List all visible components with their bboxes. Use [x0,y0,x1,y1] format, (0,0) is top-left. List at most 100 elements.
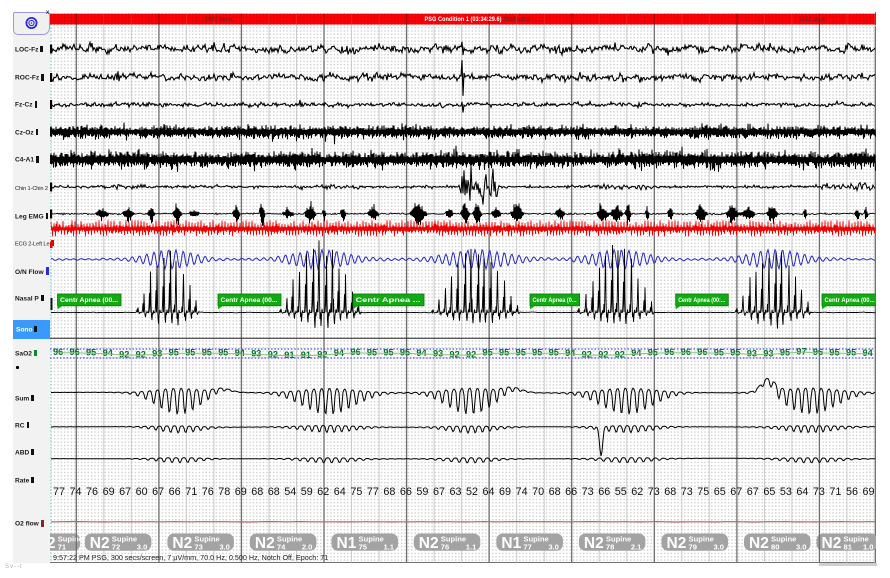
svg-text:2044 secs: 2044 secs [503,16,530,23]
svg-text:95: 95 [499,348,509,358]
svg-text:63: 63 [450,486,462,498]
svg-text:92: 92 [450,349,460,359]
svg-text:Supine: Supine [523,534,548,543]
svg-text:PSG Condition 1 (03:34:29.6): PSG Condition 1 (03:34:29.6) [425,16,502,23]
svg-text:92: 92 [136,349,146,359]
svg-text:96: 96 [681,347,691,357]
svg-text:77: 77 [367,486,379,498]
svg-text:Centr Apnea (0...: Centr Apnea (0... [533,297,577,304]
svg-text:Supine: Supine [58,534,83,543]
svg-text:68: 68 [383,486,395,498]
svg-text:75: 75 [359,542,368,551]
svg-text:Centr Apnea (00:...: Centr Apnea (00:... [678,297,725,304]
svg-text:73: 73 [648,486,660,498]
svg-text:94: 94 [235,348,246,358]
svg-text:Centr Apnea ...: Centr Apnea ... [356,297,421,304]
svg-text:3.0: 3.0 [796,542,807,551]
svg-text:95: 95 [532,348,542,358]
svg-text:95: 95 [714,348,724,358]
svg-text:95: 95 [218,348,228,358]
svg-text:68: 68 [251,486,263,498]
svg-text:95: 95 [169,348,179,358]
svg-text:66: 66 [598,486,610,498]
svg-text:N2: N2 [90,535,110,552]
svg-text:N2: N2 [255,535,275,552]
svg-text:59: 59 [416,486,428,498]
svg-text:N1: N1 [337,535,357,552]
svg-text:Centr Apnea (00...: Centr Apnea (00... [60,297,118,304]
svg-text:Supine: Supine [194,534,219,543]
svg-text:93: 93 [747,349,757,359]
svg-text:74: 74 [516,486,528,498]
svg-text:68: 68 [664,486,676,498]
svg-text:62: 62 [317,486,329,498]
svg-text:94: 94 [631,348,642,358]
svg-text:93: 93 [251,349,261,359]
svg-text:94: 94 [334,348,345,358]
svg-text:69: 69 [863,486,875,498]
svg-text:1937 secs: 1937 secs [205,16,232,23]
svg-text:3.0: 3.0 [219,542,230,551]
svg-text:65: 65 [714,486,726,498]
svg-text:73: 73 [681,486,693,498]
svg-text:77: 77 [523,542,531,551]
svg-text:Supine: Supine [606,534,631,543]
svg-text:56: 56 [846,486,858,498]
svg-text:81: 81 [844,542,853,551]
svg-text:74: 74 [277,542,286,551]
svg-text:94: 94 [565,348,576,358]
svg-text:95: 95 [846,348,856,358]
svg-text:96: 96 [70,347,80,357]
svg-text:95: 95 [185,348,195,358]
svg-text:95: 95 [730,348,740,358]
svg-text:96: 96 [697,347,707,357]
svg-text:60: 60 [136,486,148,498]
svg-text:67: 67 [433,486,445,498]
svg-text:N2: N2 [822,535,842,552]
svg-text:66: 66 [400,486,412,498]
svg-text:95: 95 [86,348,96,358]
svg-text:94: 94 [863,348,874,358]
svg-text:76: 76 [202,486,214,498]
svg-text:92: 92 [615,349,625,359]
svg-text:71: 71 [829,486,841,498]
svg-text:92: 92 [466,349,476,359]
svg-text:72: 72 [112,542,120,551]
svg-text:54: 54 [284,486,296,498]
svg-text:92: 92 [268,349,278,359]
svg-text:64: 64 [483,486,495,498]
svg-text:65: 65 [763,486,775,498]
svg-text:67: 67 [119,486,131,498]
svg-text:64: 64 [334,486,346,498]
svg-text:92: 92 [582,349,592,359]
svg-text:69: 69 [235,486,247,498]
svg-text:1.1: 1.1 [466,542,477,551]
svg-text:53: 53 [780,486,792,498]
svg-text:96: 96 [350,347,360,357]
svg-text:N2: N2 [172,535,192,552]
svg-text:N2: N2 [667,535,687,552]
svg-text:92: 92 [119,349,129,359]
svg-text:96: 96 [53,347,63,357]
svg-text:67: 67 [747,486,759,498]
svg-text:Centr Apnea (00...: Centr Apnea (00... [221,297,278,304]
svg-text:91: 91 [301,350,311,360]
svg-text:68: 68 [549,486,561,498]
svg-text:71: 71 [185,486,197,498]
svg-text:1.0: 1.0 [863,542,874,551]
svg-text:62: 62 [631,486,643,498]
svg-text:52: 52 [466,486,478,498]
svg-text:95: 95 [516,348,526,358]
svg-text:Supine: Supine [844,534,869,543]
svg-text:67: 67 [730,486,742,498]
svg-text:Supine: Supine [359,534,384,543]
svg-text:95: 95 [780,348,790,358]
svg-text:73: 73 [582,486,594,498]
svg-text:91: 91 [284,350,294,360]
svg-text:3.0: 3.0 [137,542,148,551]
svg-text:70: 70 [532,486,544,498]
svg-text:95: 95 [400,348,410,358]
svg-text:95: 95 [648,348,658,358]
svg-text:92: 92 [317,349,327,359]
svg-text:76: 76 [86,486,98,498]
